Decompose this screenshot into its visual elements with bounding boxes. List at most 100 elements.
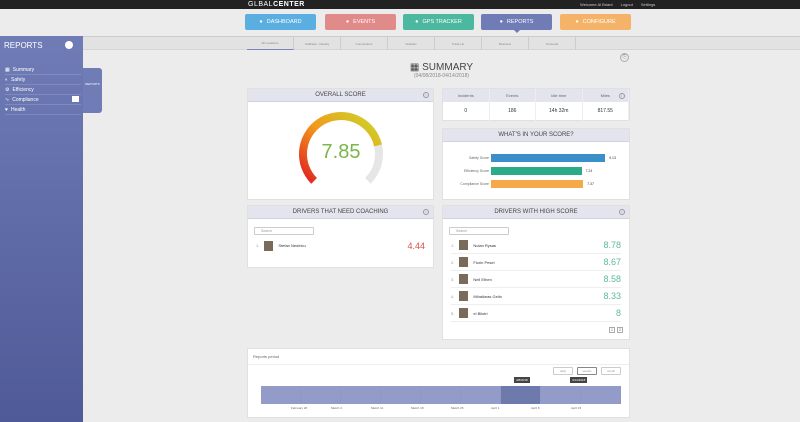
- end-flag[interactable]: 4/14/2018: [570, 377, 588, 383]
- subtab[interactable]: Business: [482, 37, 529, 50]
- nav-label: REPORTS: [506, 19, 534, 25]
- card-title: OVERALL SCORE: [315, 92, 366, 98]
- driver-row[interactable]: 5. ei Bilutri 8: [451, 305, 621, 322]
- high-score-search-input[interactable]: Search: [449, 227, 509, 235]
- sidebar-item-safety[interactable]: ◐ Safety: [5, 75, 81, 85]
- timeline-week[interactable]: [421, 386, 461, 404]
- nav-dashboard[interactable]: ● DASHBOARD: [245, 14, 316, 30]
- coaching-search-input[interactable]: Search: [254, 227, 314, 235]
- nav-label: GPS TRACKER: [422, 19, 462, 25]
- sidebar-item-summary[interactable]: ▦ Summary: [5, 65, 81, 75]
- page-button[interactable]: 2: [617, 327, 623, 333]
- bar-safety-score: [491, 154, 606, 162]
- date-range: (04/08/2018-04/14/2018): [413, 73, 470, 79]
- driver-rank: 1.: [256, 243, 260, 248]
- axis-tick-label: March 4: [331, 406, 342, 410]
- sidebar-item-compliance[interactable]: ∿ Compliance: [5, 95, 81, 105]
- avatar: [459, 291, 469, 301]
- driver-row[interactable]: 2. Florin Pesel 8.67: [451, 254, 621, 271]
- driver-row[interactable]: 1. Stefan Nedelcu 4.44: [256, 237, 425, 254]
- stat-miles: Miles 817.55: [582, 89, 629, 121]
- subtab[interactable]: Personal: [529, 37, 576, 50]
- subtab[interactable]: Connections: [341, 37, 388, 50]
- nav-gps-tracker[interactable]: ● GPS TRACKER: [403, 14, 474, 30]
- nav-icon: ●: [575, 19, 579, 25]
- sidebar-item-health[interactable]: ♥ Health: [5, 105, 81, 115]
- stat-label: Incidents: [443, 89, 489, 102]
- subtab[interactable]: Softbank - Nearby: [294, 37, 341, 50]
- bar-label: Safety Score: [468, 156, 489, 160]
- axis-tick-label: April 15: [571, 406, 582, 410]
- timeline-week[interactable]: [501, 386, 541, 404]
- nav-label: CONFIGURE: [582, 19, 616, 25]
- stat-value: 186: [508, 108, 517, 114]
- info-icon[interactable]: i: [619, 93, 625, 99]
- axis-tick-label: March 11: [371, 406, 384, 410]
- bar-value: 7.37: [587, 182, 594, 186]
- driver-row[interactable]: 1. Nolan Rysas 8.78: [451, 237, 621, 254]
- driver-name[interactable]: Mihalkeas Gelin: [473, 293, 502, 299]
- timeline-week[interactable]: [581, 386, 621, 404]
- axis-tick-label: February 26: [291, 406, 308, 410]
- timeline-week[interactable]: [261, 386, 301, 404]
- timeline-week[interactable]: [301, 386, 341, 404]
- stat-label: Idle time: [536, 89, 582, 102]
- logout-link[interactable]: Logout: [620, 2, 633, 7]
- stat-label: Events: [489, 89, 535, 102]
- driver-name[interactable]: Nolan Rysas: [473, 242, 497, 248]
- sidebar-item-efficiency[interactable]: ⚙ Efficiency: [5, 85, 81, 95]
- compliance-badge: [72, 96, 79, 102]
- info-icon[interactable]: i: [423, 92, 429, 98]
- score-gauge: 7.85: [299, 112, 383, 184]
- axis-tick-label: March 18: [411, 406, 424, 410]
- month-button[interactable]: month: [601, 367, 621, 375]
- subtab[interactable]: Trade Up: [435, 37, 482, 50]
- axis-tick-label: April 8: [531, 406, 540, 410]
- nav-configure[interactable]: ● CONFIGURE: [560, 14, 631, 30]
- avatar: [264, 240, 274, 251]
- avatar: [459, 274, 469, 284]
- driver-row[interactable]: 3. Nell Ethen 8.58: [451, 271, 621, 288]
- overall-score-value: 7.85: [322, 141, 361, 163]
- bar-label: Efficiency Score: [463, 169, 489, 173]
- driver-rank: 3.: [451, 276, 455, 282]
- sidebar-item-label: Compliance: [12, 96, 39, 103]
- subtab[interactable]: Vehicles: [388, 37, 435, 50]
- timeline-week[interactable]: [541, 386, 581, 404]
- nav-label: DASHBOARD: [266, 19, 302, 25]
- bar-value: 7.24: [585, 169, 593, 173]
- shield-icon: ◐: [5, 76, 9, 83]
- export-button[interactable]: ⎘: [620, 53, 629, 62]
- stat-incidents: Incidents 0: [443, 89, 490, 121]
- subtab[interactable]: All Locations: [247, 37, 294, 50]
- reports-flyout[interactable]: REPORTS: [83, 68, 102, 113]
- period-title: Reports period: [248, 349, 629, 365]
- driver-row[interactable]: 4. Mihalkeas Gelin 8.33: [451, 288, 621, 305]
- daily-button[interactable]: daily: [553, 367, 573, 375]
- info-icon[interactable]: i: [423, 209, 429, 215]
- weekly-button[interactable]: weekly: [577, 367, 597, 375]
- nav-events[interactable]: ● EVENTS: [325, 14, 396, 30]
- driver-score: 8.67: [603, 257, 621, 267]
- sidebar: REPORTS ▦ Summary ◐ Safety ⚙ Efficiency ∿ Compl…: [0, 36, 83, 422]
- nav-reports[interactable]: ● REPORTS: [481, 14, 552, 30]
- driver-name[interactable]: Nell Ethen: [473, 276, 492, 282]
- settings-link[interactable]: Settings: [640, 2, 656, 7]
- bar-efficiency-score: [491, 167, 582, 175]
- driver-score: 8.58: [603, 274, 621, 284]
- timeline-week[interactable]: [341, 386, 381, 404]
- page-title: ▦ SUMMARY: [409, 62, 474, 73]
- timeline-week[interactable]: [381, 386, 421, 404]
- page-button[interactable]: 1: [609, 327, 615, 333]
- axis-tick-label: April 1: [491, 406, 500, 410]
- nav-icon: ●: [345, 19, 350, 25]
- timeline-week[interactable]: [461, 386, 501, 404]
- driver-name[interactable]: ei Bilutri: [473, 310, 488, 316]
- bar-label: Compliance Score: [460, 182, 489, 186]
- info-icon[interactable]: i: [619, 209, 625, 215]
- driver-name[interactable]: Stefan Nedelcu: [278, 243, 306, 248]
- stat-value: 817.55: [597, 108, 613, 114]
- chart-icon: ▦: [5, 66, 10, 73]
- driver-name[interactable]: Florin Pesel: [473, 259, 495, 265]
- start-flag[interactable]: 4/8/2018: [514, 377, 530, 383]
